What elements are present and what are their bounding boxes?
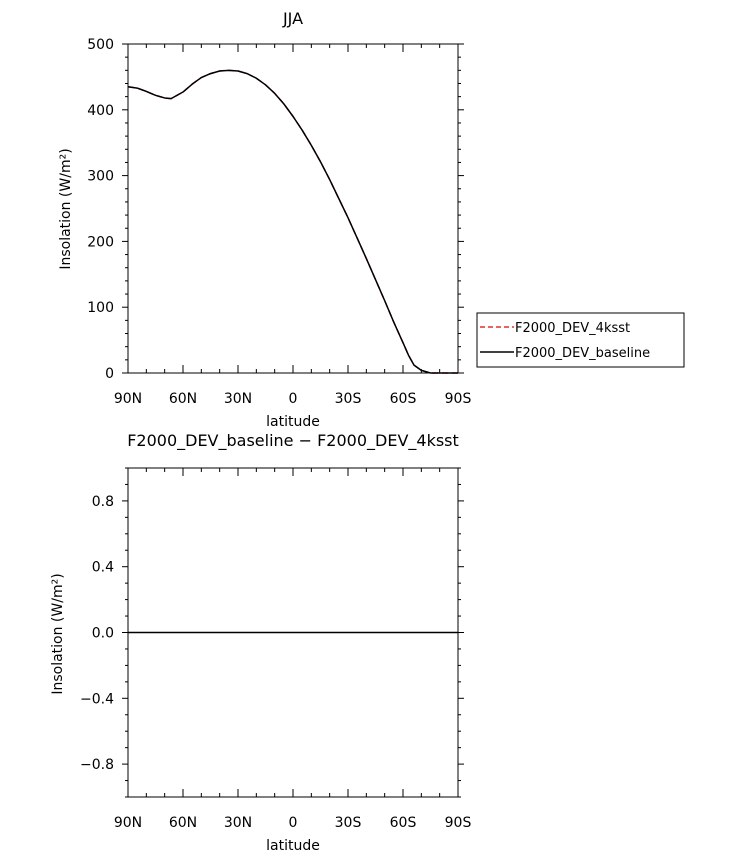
top-x-tick-label: 90S <box>445 391 472 407</box>
legend-box <box>476 312 685 368</box>
legend-label-baseline: F2000_DEV_baseline <box>515 346 650 361</box>
bottom-x-tick-label: 0 <box>289 815 298 831</box>
top-x-tick-label: 30S <box>335 391 362 407</box>
top-y-tick-label: 500 <box>87 37 114 53</box>
top-x-tick-label: 60S <box>390 391 417 407</box>
top-x-tick-label: 90N <box>114 391 142 407</box>
legend: F2000_DEV_4ksst F2000_DEV_baseline <box>476 312 685 368</box>
bottom-x-tick-label: 60N <box>169 815 197 831</box>
bottom-y-tick-label: −0.8 <box>80 757 114 773</box>
top-x-axis-label: latitude <box>266 414 320 430</box>
top-panel: JJA latitude Insolation (W/m²) 90N 60N 30N… <box>58 9 471 430</box>
bottom-y-axis-label: Insolation (W/m²) <box>50 573 66 694</box>
top-y-tick-label: 200 <box>87 234 114 250</box>
top-y-axis-label: Insolation (W/m²) <box>58 148 74 269</box>
top-x-tick-label: 60N <box>169 391 197 407</box>
top-y-tick-label: 400 <box>87 103 114 119</box>
bottom-y-tick-label: 0.4 <box>92 560 114 576</box>
top-y-tick-label: 0 <box>105 366 114 382</box>
top-series-line-1 <box>127 69 458 374</box>
top-x-tick-label: 30N <box>224 391 252 407</box>
bottom-panel: F2000_DEV_baseline − F2000_DEV_4ksst lat… <box>50 431 471 854</box>
top-x-tick-label: 0 <box>289 391 298 407</box>
bottom-y-tick-label: 0.0 <box>92 626 114 642</box>
bottom-x-tick-label: 90N <box>114 815 142 831</box>
top-plot-frame <box>127 43 459 374</box>
legend-label-4ksst: F2000_DEV_4ksst <box>515 321 630 336</box>
top-chart-title: JJA <box>282 9 303 28</box>
bottom-x-tick-label: 60S <box>390 815 417 831</box>
bottom-chart-title: F2000_DEV_baseline − F2000_DEV_4ksst <box>127 431 459 451</box>
bottom-x-tick-label: 90S <box>445 815 472 831</box>
top-y-tick-label: 100 <box>87 300 114 316</box>
top-y-tick-label: 300 <box>87 169 114 185</box>
bottom-x-tick-label: 30S <box>335 815 362 831</box>
bottom-y-tick-label: −0.4 <box>80 691 114 707</box>
bottom-x-tick-label: 30N <box>224 815 252 831</box>
bottom-x-axis-label: latitude <box>266 838 320 854</box>
bottom-y-tick-label: 0.8 <box>92 494 114 510</box>
